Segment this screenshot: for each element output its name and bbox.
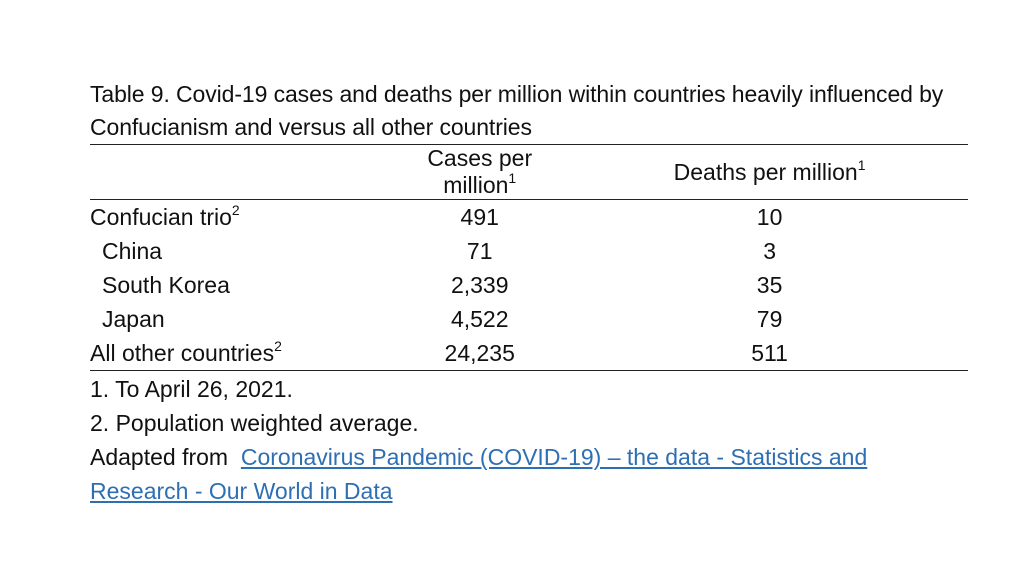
row-footnote: 2 [274, 337, 282, 354]
row-label: Confucian trio2 [90, 200, 388, 235]
table-container: Table 9. Covid-19 cases and deaths per m… [90, 78, 968, 508]
row-cases: 4,522 [450, 305, 509, 332]
row-label-text: China [102, 237, 163, 264]
table-row: South Korea 2,339 35 [90, 268, 968, 302]
source-prefix: Adapted from [90, 444, 229, 470]
row-deaths: 35 [756, 271, 783, 298]
table-row: Japan 4,522 79 [90, 302, 968, 336]
data-table: Cases per million1 Deaths per million1 C… [90, 144, 968, 371]
source-line: Adapted from Coronavirus Pandemic (COVID… [90, 440, 968, 508]
row-label: All other countries2 [90, 336, 389, 371]
row-cases: 71 [466, 237, 493, 264]
row-cases: 24,235 [388, 336, 572, 371]
row-label-text: All other countries [90, 339, 275, 366]
row-label-text: South Korea [102, 271, 230, 298]
header-cases-label: Cases per million [427, 145, 533, 198]
row-deaths: 10 [756, 203, 783, 230]
table-notes: 1. To April 26, 2021. 2. Population weig… [90, 372, 968, 508]
table-title: Table 9. Covid-19 cases and deaths per m… [90, 81, 944, 140]
header-deaths-label: Deaths per million [673, 158, 858, 185]
row-cases: 491 [460, 203, 499, 230]
row-label: South Korea [90, 268, 388, 302]
table-header-row: Cases per million1 Deaths per million1 [90, 144, 968, 200]
table-row: Confucian trio2 491 10 [90, 200, 968, 235]
row-deaths: 3 [763, 237, 776, 264]
row-label-text: Confucian trio [90, 203, 232, 230]
table-row: All other countries2 24,235 511 [90, 336, 968, 371]
header-cases: Cases per million1 [388, 144, 572, 200]
header-empty-cell [90, 144, 389, 200]
footnote-1: 1. To April 26, 2021. [90, 376, 293, 402]
row-label: Japan [90, 302, 388, 336]
row-deaths: 79 [756, 305, 783, 332]
table-row: China 71 3 [90, 234, 968, 268]
header-cases-footnote: 1 [508, 170, 517, 186]
source-link[interactable]: Coronavirus Pandemic (COVID-19) – the da… [90, 444, 868, 504]
row-deaths: 511 [571, 336, 968, 371]
row-footnote: 2 [231, 201, 240, 218]
row-cases: 2,339 [450, 271, 509, 298]
footnote-2: 2. Population weighted average. [90, 410, 419, 436]
header-deaths-footnote: 1 [857, 156, 866, 173]
row-label-text: Japan [102, 305, 165, 332]
header-deaths: Deaths per million1 [571, 144, 968, 200]
row-label: China [90, 234, 388, 268]
